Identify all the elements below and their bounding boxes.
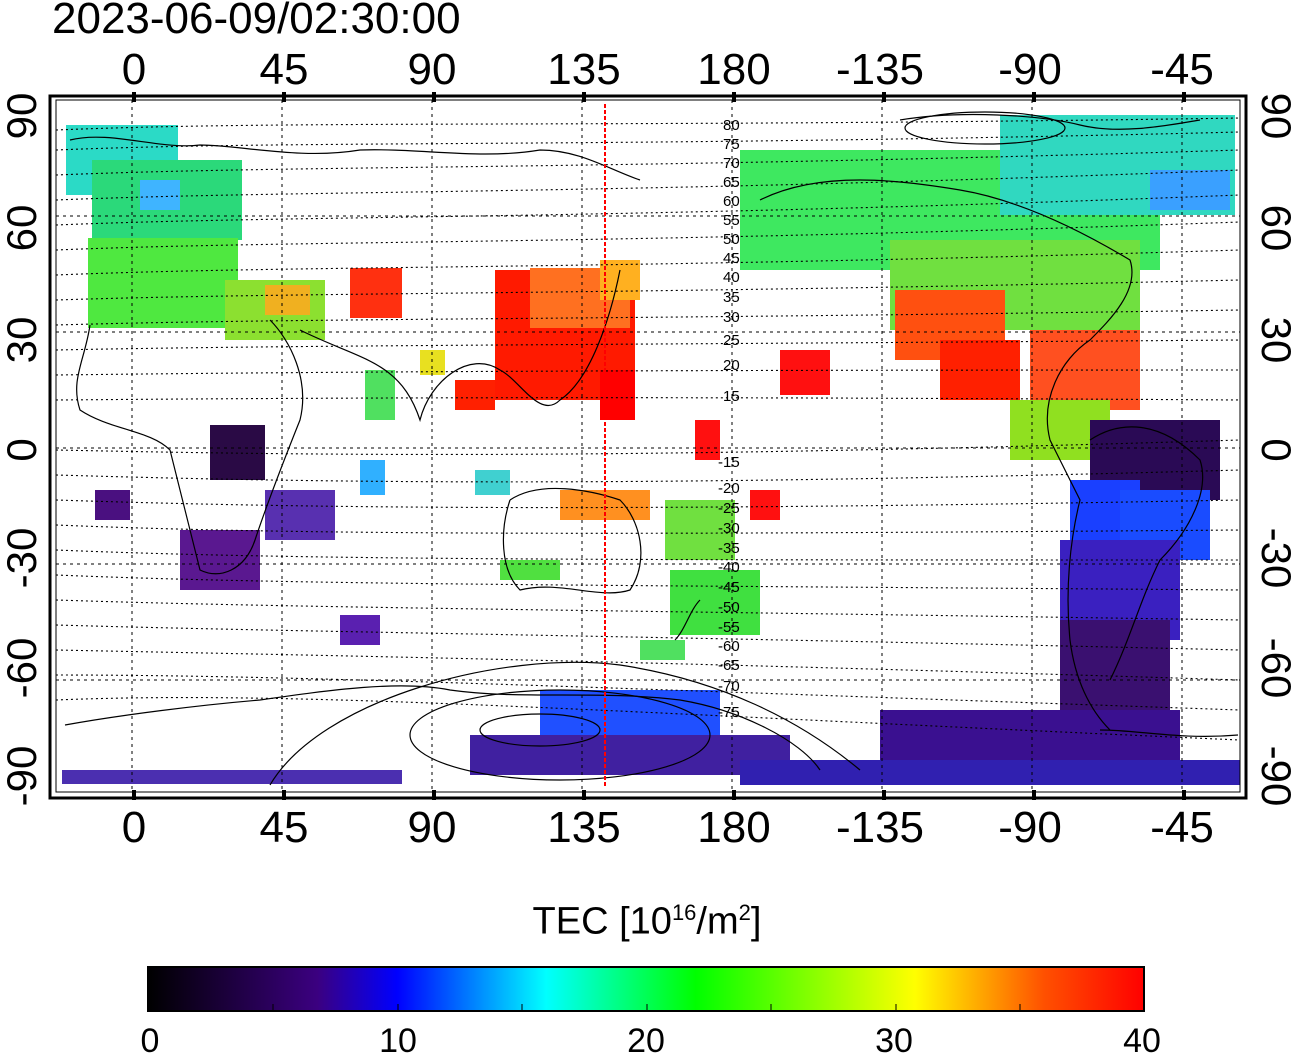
lat-tick: 90 — [0, 93, 45, 140]
colorbar-tick: 10 — [379, 1022, 417, 1057]
colorbar-tick: 30 — [875, 1022, 913, 1057]
contour-label: -40 — [718, 559, 740, 576]
lon-tick: 45 — [260, 803, 309, 852]
lon-tick: 180 — [697, 803, 770, 852]
lon-tick: 180 — [697, 45, 770, 94]
bottom-longitude-ticks: 0 45 90 135 180 -135 -90 -45 — [122, 803, 1214, 852]
lat-tick: 0 — [0, 438, 45, 461]
lon-tick: 135 — [547, 45, 620, 94]
colorbar-label: TEC [1016/m2] — [532, 900, 762, 943]
lon-tick: -90 — [998, 45, 1062, 94]
contour-labels-north: 80 75 70 65 60 55 50 45 40 35 30 25 20 1… — [723, 117, 740, 405]
contour-label: 80 — [723, 117, 740, 134]
magnetic-pole-contours — [269, 111, 1066, 786]
contour-label: 20 — [723, 357, 740, 374]
lon-tick: 0 — [122, 45, 146, 94]
lat-tick: 0 — [1253, 438, 1294, 461]
colorbar-tick: 0 — [141, 1022, 160, 1057]
contour-label: 50 — [723, 231, 740, 248]
lon-tick: -90 — [998, 803, 1062, 852]
lat-tick: -90 — [0, 746, 45, 807]
lon-tick: -45 — [1150, 45, 1214, 94]
contour-label: 65 — [723, 174, 740, 191]
contour-label: 55 — [723, 212, 740, 229]
left-latitude-ticks: 90 60 30 0 -30 -60 -90 — [0, 93, 45, 807]
lat-tick: -30 — [1253, 528, 1294, 589]
lon-tick: 135 — [547, 803, 620, 852]
contour-label: 60 — [723, 193, 740, 210]
contour-label: -20 — [718, 480, 740, 497]
contour-label: -50 — [718, 599, 740, 616]
lon-tick: -135 — [836, 45, 924, 94]
contour-label: 25 — [723, 332, 740, 349]
map-frame — [48, 94, 1248, 800]
contour-label: 70 — [723, 155, 740, 172]
contour-label: -70 — [718, 678, 740, 695]
top-longitude-ticks: 0 45 90 135 180 -135 -90 -45 — [122, 45, 1214, 94]
lon-tick: 90 — [408, 803, 457, 852]
lon-tick: 45 — [260, 45, 309, 94]
contour-label: -75 — [718, 704, 740, 721]
lat-tick: 60 — [1253, 205, 1294, 252]
contour-label: -35 — [718, 540, 740, 557]
lat-tick: 30 — [0, 317, 45, 364]
contour-label: 30 — [723, 309, 740, 326]
lat-tick: 30 — [1253, 317, 1294, 364]
lon-tick: -135 — [836, 803, 924, 852]
lon-tick: 90 — [408, 45, 457, 94]
contour-label: 15 — [723, 388, 740, 405]
contour-label: 75 — [723, 136, 740, 153]
lat-tick: -90 — [1253, 746, 1294, 807]
lon-tick: -45 — [1150, 803, 1214, 852]
lon-tick: 0 — [122, 803, 146, 852]
contour-label: 35 — [723, 289, 740, 306]
contour-label: -15 — [718, 454, 740, 471]
colorbar-tick: 20 — [627, 1022, 665, 1057]
colorbar-ticks: 0 10 20 30 40 — [141, 1022, 1161, 1057]
contour-label: -65 — [718, 657, 740, 674]
contour-label: 45 — [723, 250, 740, 267]
lat-tick: -60 — [1253, 638, 1294, 699]
contour-labels-south: -15 -20 -25 -30 -35 -40 -45 -50 -55 -60 … — [718, 454, 740, 721]
right-latitude-ticks: 90 60 30 0 -30 -60 -90 — [1253, 93, 1294, 807]
colorbar — [147, 966, 1145, 1012]
lon-grid — [131, 100, 1183, 792]
lat-grid — [56, 215, 1240, 681]
contour-label: -30 — [718, 520, 740, 537]
contour-label: -60 — [718, 638, 740, 655]
data-layer — [62, 115, 1240, 785]
map-title: 2023-06-09/02:30:00 — [52, 0, 461, 43]
colorbar-tick: 40 — [1123, 1022, 1161, 1057]
lat-tick: -60 — [0, 638, 45, 699]
lat-tick: -30 — [0, 528, 45, 589]
lat-tick: 60 — [0, 205, 45, 252]
lat-tick: 90 — [1253, 93, 1294, 140]
colorbar-minor-ticks — [272, 1004, 1021, 1011]
contour-label: 40 — [723, 269, 740, 286]
contour-label: -25 — [718, 500, 740, 517]
contour-label: -55 — [718, 619, 740, 636]
contour-label: -45 — [718, 579, 740, 596]
